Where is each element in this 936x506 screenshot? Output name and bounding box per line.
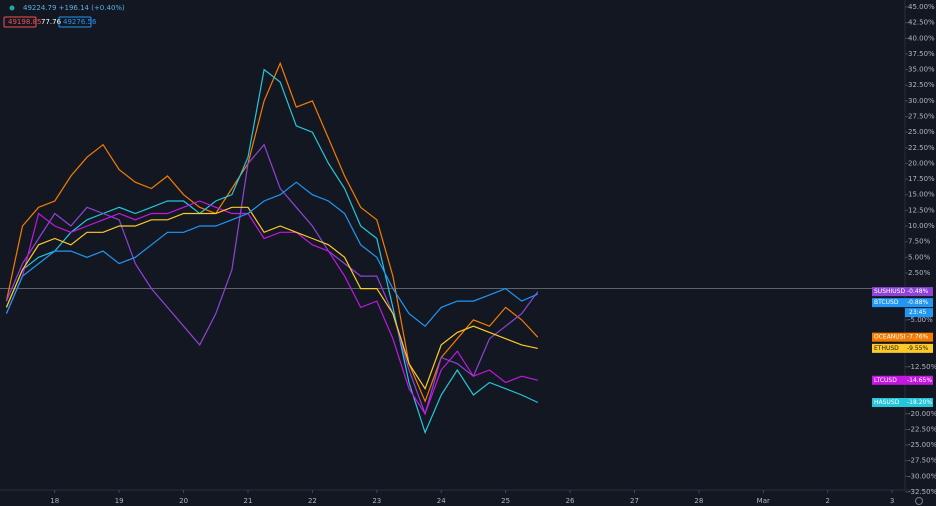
y-tick-label: 17.50% — [908, 175, 935, 183]
series-line — [5, 200, 538, 416]
y-tick-label: 37.50% — [908, 50, 935, 58]
series-line — [5, 206, 538, 391]
series-name-tag — [872, 398, 905, 408]
value-label: -14.65% — [907, 377, 932, 384]
bid: 49198.85 — [8, 18, 41, 26]
price-line: 49224.79 +196.14 (+0.40%) — [23, 4, 125, 12]
x-tick-label: 28 — [694, 497, 703, 505]
y-tick-label: -32.50% — [908, 488, 936, 496]
y-tick-label: 27.50% — [908, 113, 935, 121]
value-label: -7.76% — [907, 334, 929, 341]
status-dot — [9, 5, 15, 11]
x-tick-label: 19 — [115, 497, 124, 505]
y-tick-label: 40.00% — [908, 34, 935, 42]
value-tag — [905, 287, 933, 297]
y-tick-label: 15.00% — [908, 191, 935, 199]
series-line — [5, 181, 539, 328]
series-name: LTCUSD — [874, 377, 897, 384]
y-tick-label: 42.50% — [908, 19, 935, 27]
x-tick-label: 23 — [372, 497, 381, 505]
y-tick-label: 32.50% — [908, 81, 935, 89]
settings-icon[interactable] — [915, 497, 923, 505]
y-tick-label: 5.00% — [908, 253, 931, 261]
y-tick-label: -20.00% — [908, 410, 936, 418]
value-label: -18.20% — [907, 399, 932, 406]
x-tick-label: 18 — [50, 497, 59, 505]
x-tick-label: 26 — [566, 497, 575, 505]
y-tick-label: -5.00% — [908, 316, 933, 324]
y-tick-label: 35.00% — [908, 66, 935, 74]
y-tick-label: 2.50% — [908, 269, 931, 277]
value-tag — [905, 398, 933, 408]
x-tick-label: 24 — [437, 497, 446, 505]
countdown: 23:45 — [909, 309, 926, 316]
y-tick-label: 20.00% — [908, 159, 935, 167]
series-name-tag — [872, 298, 905, 308]
series-name: HASUSD — [874, 399, 900, 406]
y-tick-label: 30.00% — [908, 97, 935, 105]
value-tag — [905, 343, 933, 353]
y-tick-label: 7.50% — [908, 238, 931, 246]
x-tick-label: 2 — [825, 497, 829, 505]
y-tick-label: 25.00% — [908, 128, 935, 136]
series-name-tag — [872, 375, 905, 385]
series-name: OCEANUSDT — [874, 334, 912, 341]
ask-box — [58, 16, 92, 28]
y-tick-label: 12.50% — [908, 206, 935, 214]
series-name: BTCUSD — [874, 299, 899, 306]
series-name: ETHUSD — [874, 345, 899, 352]
value-label: -0.48% — [907, 288, 929, 295]
series-line — [5, 61, 539, 403]
x-tick-label: 21 — [244, 497, 253, 505]
value-label: -0.88% — [907, 299, 929, 306]
ask: 49276.56 — [63, 18, 97, 26]
x-tick-label: 3 — [890, 497, 894, 505]
value-tag — [905, 375, 933, 385]
series-line — [5, 68, 539, 435]
value-tag — [905, 298, 933, 308]
spread: 77.76 — [41, 18, 62, 26]
y-tick-label: -22.50% — [908, 425, 936, 433]
y-tick-label: 10.00% — [908, 222, 935, 230]
x-tick-label: 27 — [630, 497, 639, 505]
series-name-tag — [872, 332, 905, 342]
series-name-tag — [872, 343, 905, 353]
y-tick-label: -30.00% — [908, 472, 936, 480]
series-name: SUSHIUSDT — [874, 288, 909, 295]
value-tag — [905, 332, 933, 342]
value-label: -9.55% — [907, 345, 929, 352]
bid-box — [3, 16, 37, 28]
x-tick-label: 22 — [308, 497, 317, 505]
y-tick-label: 45.00% — [908, 3, 935, 11]
x-tick-label: Mar — [757, 497, 770, 505]
y-tick-label: -12.50% — [908, 363, 936, 371]
y-tick-label: -27.50% — [908, 457, 936, 465]
x-tick-label: 20 — [179, 497, 188, 505]
y-tick-label: -25.00% — [908, 441, 936, 449]
y-tick-label: 22.50% — [908, 144, 935, 152]
countdown-tag — [905, 308, 933, 318]
x-tick-label: 25 — [501, 497, 510, 505]
series-name-tag — [872, 287, 905, 297]
